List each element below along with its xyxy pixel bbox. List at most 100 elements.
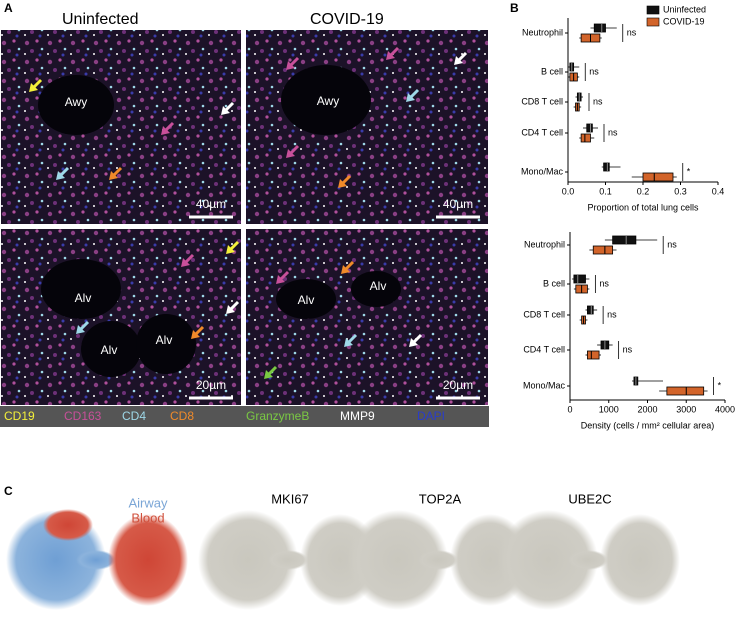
umap-cluster — [418, 550, 458, 570]
arrow-head — [338, 179, 347, 188]
micrograph — [1, 30, 241, 224]
y-tick-label: Mono/Mac — [521, 166, 564, 176]
umap-cluster — [348, 510, 448, 610]
x-tick-label: 2000 — [637, 404, 657, 414]
box — [612, 235, 637, 245]
umap-cluster — [268, 550, 308, 570]
scale-label: 40µm — [196, 197, 226, 211]
legend-swatch — [646, 17, 660, 27]
region-label: Awy — [317, 94, 339, 108]
marker-label: CD163 — [64, 409, 102, 423]
y-tick-label: Mono/Mac — [523, 380, 566, 390]
arrow-head — [344, 338, 353, 347]
lumen — [136, 314, 196, 374]
sig-label: ns — [599, 278, 609, 288]
y-tick-label: Neutrophil — [524, 239, 565, 249]
x-tick-label: 0.2 — [637, 186, 650, 196]
arrow-head — [181, 258, 190, 267]
box — [592, 245, 614, 255]
marker-label: DAPI — [417, 409, 445, 423]
umap-cluster — [76, 550, 116, 570]
arrow-head — [264, 370, 273, 379]
arrow-head — [454, 56, 463, 65]
umap-cluster — [198, 510, 298, 610]
panel-label: B — [510, 1, 519, 15]
column-title: Uninfected — [62, 11, 139, 28]
arrow-head — [76, 325, 85, 334]
y-tick-label: CD8 T cell — [521, 96, 563, 106]
arrow-head — [221, 106, 230, 115]
umap-cluster — [568, 550, 608, 570]
lumen — [351, 271, 401, 307]
y-tick-label: B cell — [543, 278, 565, 288]
lumen — [41, 259, 121, 319]
micrograph — [246, 229, 488, 405]
sig-label: * — [687, 166, 691, 176]
sig-label: ns — [607, 309, 617, 319]
region-label: Alv — [370, 279, 387, 293]
y-tick-label: Neutrophil — [522, 27, 563, 37]
region-label: Awy — [65, 95, 87, 109]
legend-swatch — [646, 5, 660, 15]
region-label: Alv — [156, 333, 173, 347]
group-label: Blood — [131, 510, 164, 525]
gene-label: MKI67 — [271, 491, 309, 506]
column-title: COVID-19 — [310, 11, 384, 28]
box — [580, 133, 591, 143]
sig-label: ns — [667, 239, 677, 249]
arrow-head — [226, 305, 235, 314]
scale-label: 20µm — [443, 378, 473, 392]
box — [642, 172, 674, 182]
y-tick-label: CD4 T cell — [523, 344, 565, 354]
arrow-head — [409, 338, 418, 347]
sig-label: ns — [608, 127, 618, 137]
region-label: Alv — [101, 343, 118, 357]
lumen — [81, 321, 141, 377]
arrow-head — [341, 265, 350, 274]
marker-label: CD4 — [122, 409, 146, 423]
x-tick-label: 0 — [567, 404, 572, 414]
x-axis-label: Proportion of total lung cells — [587, 202, 699, 212]
x-tick-label: 3000 — [676, 404, 696, 414]
box — [603, 162, 610, 172]
y-tick-label: CD8 T cell — [523, 309, 565, 319]
marker-label: CD19 — [4, 409, 35, 423]
y-tick-label: B cell — [541, 66, 563, 76]
arrow-head — [191, 330, 200, 339]
sig-label: ns — [593, 96, 603, 106]
arrow-head — [161, 126, 170, 135]
umap-cluster — [498, 510, 598, 610]
box — [573, 274, 586, 284]
box — [593, 23, 606, 33]
umap-cluster — [108, 514, 188, 606]
marker-bar — [0, 406, 489, 427]
arrow-head — [286, 61, 295, 70]
umap-cluster — [600, 514, 680, 606]
marker-label: MMP9 — [340, 409, 375, 423]
sig-label: ns — [623, 344, 633, 354]
box — [586, 123, 593, 133]
x-tick-label: 4000 — [715, 404, 735, 414]
x-tick-label: 1000 — [599, 404, 619, 414]
lumen — [276, 279, 336, 319]
region-label: Alv — [75, 291, 92, 305]
lumen — [38, 75, 114, 135]
y-tick-label: CD4 T cell — [521, 127, 563, 137]
marker-label: GranzymeB — [246, 409, 309, 423]
x-axis-label: Density (cells / mm² cellular area) — [581, 420, 715, 430]
scale-label: 40µm — [443, 197, 473, 211]
panel-label: A — [4, 1, 13, 15]
x-tick-label: 0.4 — [712, 186, 725, 196]
sig-label: ns — [627, 27, 637, 37]
marker-label: CD8 — [170, 409, 194, 423]
box — [587, 305, 594, 315]
umap-cluster — [43, 509, 93, 541]
group-label: Airway — [128, 495, 168, 510]
panel-label: C — [4, 484, 13, 498]
region-label: Alv — [298, 293, 315, 307]
micrograph — [246, 30, 488, 224]
gene-label: TOP2A — [419, 491, 462, 506]
arrow-head — [109, 171, 118, 180]
gene-label: UBE2C — [568, 491, 611, 506]
